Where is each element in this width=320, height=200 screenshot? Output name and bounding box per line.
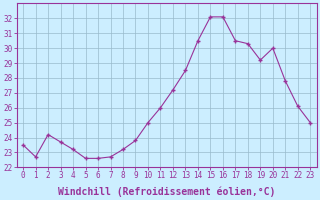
X-axis label: Windchill (Refroidissement éolien,°C): Windchill (Refroidissement éolien,°C) (58, 186, 276, 197)
